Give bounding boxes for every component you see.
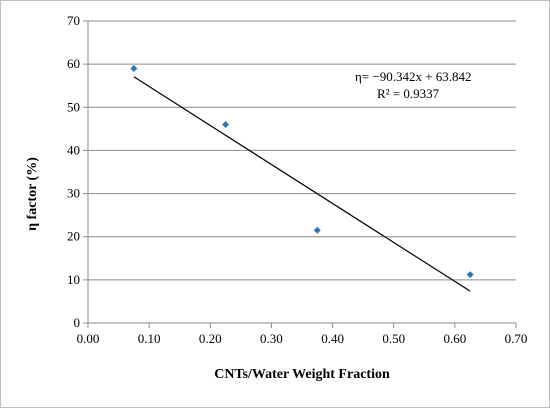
x-tick-label: 0.60 [443,331,466,346]
y-axis-title: η factor (%) [25,157,40,231]
y-tick-label: 10 [67,272,80,287]
y-tick-label: 50 [67,99,80,114]
x-tick-label: 0.70 [505,331,528,346]
data-point [313,226,321,234]
data-point [466,271,474,279]
grid-lines [88,20,516,281]
y-tick-label: 20 [67,229,80,244]
x-tick-label: 0.50 [382,331,405,346]
y-tick-labels: 0 10 20 30 40 50 60 70 [67,13,80,330]
trendline-group [133,76,471,292]
data-point [222,121,230,129]
x-tick-label: 0.20 [199,331,222,346]
y-tick-label: 70 [67,13,80,28]
x-tick-label: 0.10 [138,331,161,346]
x-tick-label: 0.00 [77,331,100,346]
y-tick-label: 40 [67,142,80,157]
x-tick-labels: 0.00 0.10 0.20 0.30 0.40 0.50 0.60 0.70 [77,331,528,346]
x-tick-label: 0.30 [260,331,283,346]
x-axis-title: CNTs/Water Weight Fraction [214,367,390,382]
data-point [130,64,138,72]
r-squared-label: R² = 0.9337 [377,86,440,101]
axes [83,20,517,328]
data-points [130,64,474,279]
y-tick-label: 0 [74,315,81,330]
x-tick-label: 0.40 [321,331,344,346]
trendline [133,76,471,292]
trendline-equation: η= −90.342x + 63.842 [355,69,472,84]
y-tick-label: 60 [67,56,80,71]
y-tick-label: 30 [67,186,80,201]
